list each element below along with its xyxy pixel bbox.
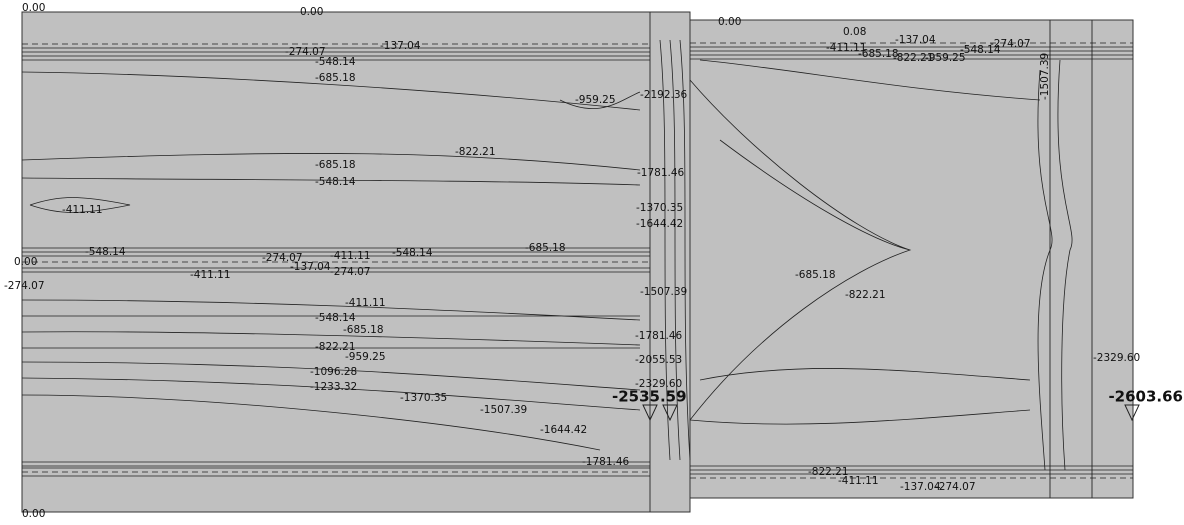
peak-label: -2603.66 (1108, 388, 1183, 406)
contour-label: -548.14 (315, 312, 356, 324)
contour-label: -548.14 (315, 176, 356, 188)
contour-label: -685.18 (315, 159, 356, 171)
contour-label: -274.07 (330, 266, 371, 278)
contour-label: 0.00 (22, 508, 45, 520)
contour-label: -685.18 (315, 72, 356, 84)
contour-label: 0.00 (718, 16, 741, 28)
contour-label: -1781.46 (635, 330, 683, 342)
contour-label: -959.25 (925, 52, 966, 64)
contour-label: -2329.60 (1093, 352, 1140, 364)
contour-label: -548.14 (392, 247, 433, 259)
contour-label: 0.00 (14, 256, 37, 268)
contour-label: -1370.35 (636, 202, 683, 214)
contour-label: -548.14 (315, 56, 356, 68)
peak-label: -2535.59 (612, 388, 687, 406)
contour-label: -274.07 (285, 46, 326, 58)
contour-label: -822.21 (845, 289, 886, 301)
contour-label: -274.07 (4, 280, 45, 292)
support-symbols (642, 404, 1140, 422)
contour-label: -1096.28 (310, 366, 357, 378)
contour-label: -137.04 (895, 34, 936, 46)
contour-label: -411.11 (826, 42, 867, 54)
contour-label: -822.21 (893, 52, 934, 64)
contour-label: -411.11 (330, 250, 371, 262)
contour-label: 0.00 (300, 6, 323, 18)
contour-label: -1370.35 (400, 392, 447, 404)
contour-label: -685.18 (343, 324, 384, 336)
contour-label: -274.07 (935, 481, 976, 493)
contour-label: -2055.53 (635, 354, 682, 366)
contour-label: -685.18 (795, 269, 836, 281)
contour-label: -959.25 (345, 351, 386, 363)
contour-label: -411.11 (345, 297, 386, 309)
contour-label: -1644.42 (540, 424, 587, 436)
contour-label: -1507.39 (640, 286, 687, 298)
model-panels (21, 11, 1134, 513)
contour-label: -822.21 (315, 341, 356, 353)
right-panel (689, 19, 1134, 499)
contour-label: 0.08 (843, 26, 866, 38)
contour-label: -2192.36 (640, 89, 688, 101)
contour-label: -1507.39 (1039, 53, 1051, 100)
contour-label: -1781.46 (637, 167, 685, 179)
contour-label: -137.04 (380, 40, 421, 52)
contour-label: -685.18 (858, 48, 899, 60)
contour-lines (21, 39, 1133, 479)
contour-labels: 0.00 0.000.000.080.000.00-274.07-274.07 -1… (4, 2, 1183, 520)
contour-label: -137.04 (290, 261, 331, 273)
contour-label: -137.04 (900, 481, 941, 493)
contour-label: -822.21 (808, 466, 849, 478)
contour-label: -411.11 (838, 475, 879, 487)
contour-label: -274.07 (990, 38, 1031, 50)
contour-label: -2329.60 (635, 378, 682, 390)
contour-label: -1507.39 (480, 404, 527, 416)
contour-label: -411.11 (190, 269, 231, 281)
contour-label: -274.07 (262, 252, 303, 264)
contour-label: -1781.46 (582, 456, 630, 468)
contour-label: -959.25 (575, 94, 616, 106)
contour-label: -822.21 (455, 146, 496, 158)
contour-label: -548.14 (960, 44, 1001, 56)
contour-label: 0.00 (22, 2, 45, 14)
contour-label: -411.11 (62, 204, 103, 216)
contour-label: -1644.42 (636, 218, 683, 230)
contour-label: -1233.32 (310, 381, 357, 393)
contour-label: -685.18 (525, 242, 566, 254)
contour-label: -548.14 (85, 246, 126, 258)
